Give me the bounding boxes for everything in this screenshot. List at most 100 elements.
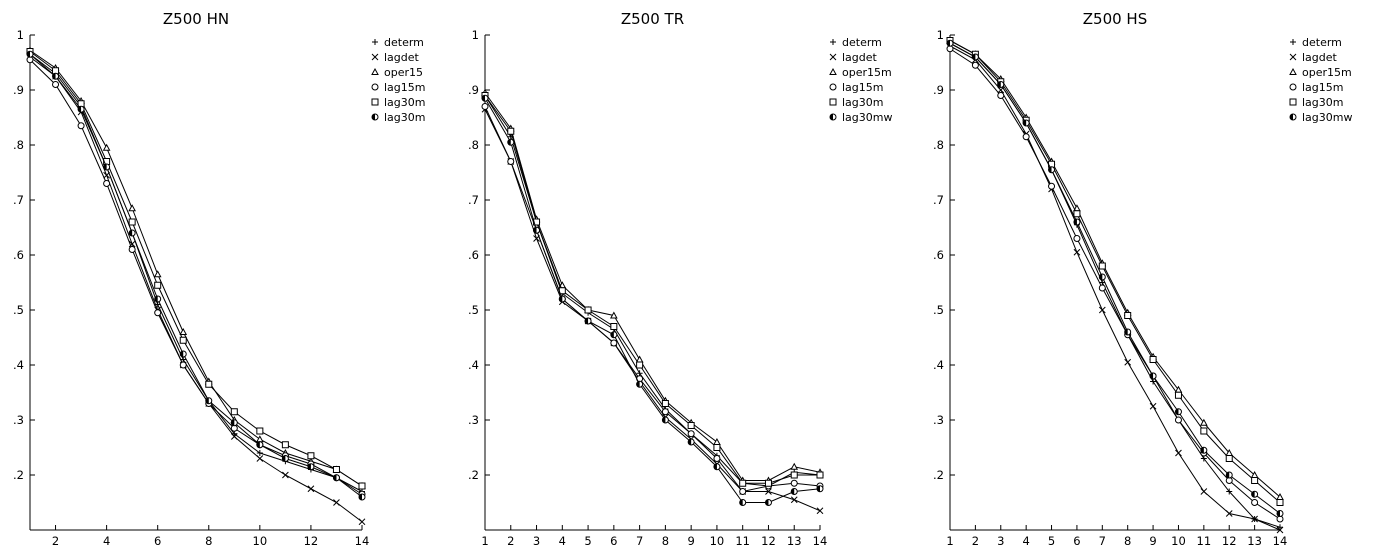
- x-tick-label: 10: [1171, 534, 1186, 548]
- data-point: [281, 441, 289, 449]
- series-lagdet: [481, 105, 824, 515]
- data-point: [154, 295, 162, 303]
- data-point: [997, 92, 1005, 99]
- data-point: [332, 466, 340, 473]
- x-tick-label: 13: [1247, 534, 1262, 548]
- data-point: [636, 361, 644, 369]
- series-determ: [482, 92, 823, 489]
- series-line: [949, 48, 1281, 520]
- series-line: [484, 95, 821, 487]
- data-point: [256, 427, 264, 435]
- y-tick-label: .4: [13, 358, 24, 372]
- data-point: [1022, 119, 1030, 127]
- y-tick-label: .2: [13, 468, 24, 482]
- series-lag15m: [26, 56, 366, 498]
- x-tick-label: 3: [533, 534, 540, 548]
- series-line: [484, 92, 821, 481]
- data-point: [1149, 372, 1157, 380]
- x-tick-label: 7: [1099, 534, 1106, 548]
- data-point: [1226, 488, 1233, 495]
- y-tick-label: .7: [468, 193, 479, 207]
- data-point: [281, 455, 289, 462]
- y-tick-label: .9: [468, 83, 479, 97]
- data-point: [1048, 166, 1056, 174]
- x-tick-label: 6: [1073, 534, 1080, 548]
- series-line: [949, 40, 1281, 503]
- data-point: [77, 105, 85, 113]
- legend-marker-square: [829, 98, 837, 106]
- data-point: [1174, 416, 1182, 424]
- x-tick-label: 2: [972, 534, 979, 548]
- y-tick-label: .4: [468, 358, 479, 372]
- legend-label: lag15m: [384, 81, 426, 94]
- y-tick-label: .5: [468, 303, 479, 317]
- chart-panel: Z500 HN.2.3.4.5.6.7.8.912 4 6 8 10 12 14determ…: [13, 10, 425, 548]
- series-line: [949, 40, 1281, 498]
- data-point: [358, 518, 366, 526]
- legend-marker-circle: [371, 83, 379, 91]
- x-tick-label: 6: [154, 534, 161, 548]
- data-point: [333, 499, 340, 506]
- y-tick-label: .2: [468, 468, 479, 482]
- data-point: [1276, 499, 1284, 506]
- data-point: [1276, 510, 1284, 517]
- data-point: [1174, 391, 1182, 399]
- x-tick-label: 13: [787, 534, 802, 548]
- legend-label: lag30m: [1302, 96, 1344, 109]
- data-point: [687, 438, 695, 446]
- data-point: [1098, 262, 1106, 270]
- data-point: [997, 81, 1005, 88]
- data-point: [1225, 455, 1233, 462]
- legend-marker-square: [371, 98, 379, 106]
- x-tick-label: 5: [1048, 534, 1055, 548]
- data-point: [687, 430, 695, 438]
- legend-marker-plus: [1290, 39, 1296, 45]
- data-point: [816, 471, 824, 479]
- data-point: [205, 380, 213, 388]
- data-point: [481, 94, 489, 102]
- data-point: [764, 479, 772, 487]
- legend-label: lagdet: [1302, 51, 1338, 64]
- data-point: [282, 471, 289, 479]
- data-point: [661, 400, 669, 407]
- data-point: [790, 479, 798, 487]
- x-tick-label: 10: [710, 534, 725, 548]
- x-tick-label: 12: [304, 534, 319, 548]
- legend-label: lag30mw: [1302, 111, 1353, 124]
- y-tick-label: .3: [933, 413, 944, 427]
- data-point: [739, 499, 747, 506]
- data-point: [1200, 488, 1208, 495]
- y-tick-label: .7: [933, 193, 944, 207]
- x-tick-label: 3: [997, 534, 1004, 548]
- data-point: [52, 81, 60, 88]
- x-tick-label: 9: [1149, 534, 1156, 548]
- y-tick-label: .2: [933, 468, 944, 482]
- data-point: [816, 507, 824, 515]
- legend-marker-halfcircle: [829, 113, 837, 121]
- data-point: [179, 361, 187, 369]
- chart-title: Z500 HN: [163, 10, 229, 28]
- y-tick-label: .5: [13, 303, 24, 317]
- x-tick-label: 6: [610, 534, 617, 548]
- data-point: [790, 496, 798, 504]
- data-point: [1200, 446, 1208, 454]
- legend-label: lag30m: [384, 111, 426, 124]
- legend-label: lag15m: [1302, 81, 1344, 94]
- series-line: [484, 106, 821, 493]
- x-tick-label: 14: [813, 534, 828, 548]
- data-point: [179, 336, 187, 344]
- data-point: [102, 143, 111, 151]
- x-tick-label: 12: [761, 534, 776, 548]
- series-line: [29, 53, 363, 492]
- legend-label: lag30mw: [842, 111, 893, 124]
- data-point: [816, 485, 824, 493]
- series-line: [29, 49, 363, 487]
- data-point: [256, 455, 264, 462]
- data-point: [307, 485, 315, 493]
- series-determ: [27, 51, 365, 495]
- data-point: [307, 452, 315, 460]
- legend-label: lag15m: [842, 81, 884, 94]
- x-tick-label: 4: [559, 534, 566, 548]
- data-point: [507, 138, 515, 146]
- x-tick-label: 8: [662, 534, 669, 548]
